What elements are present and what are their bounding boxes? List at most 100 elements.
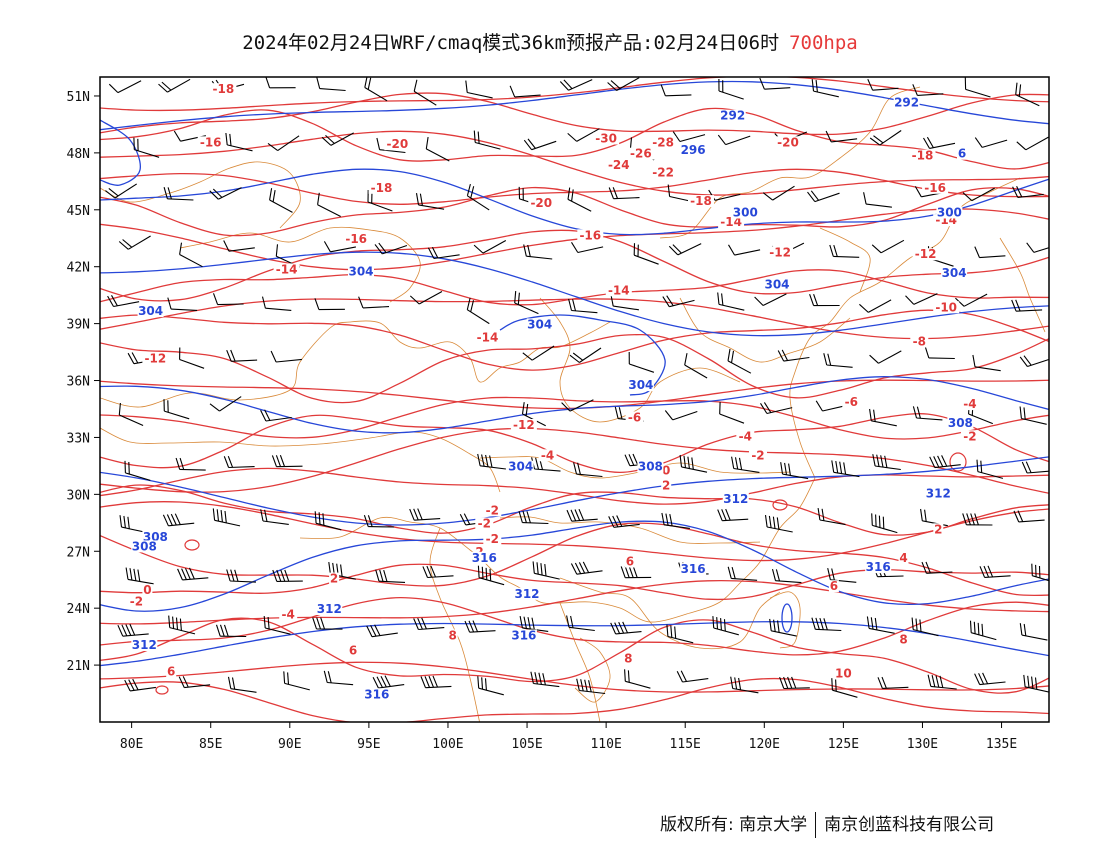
wind-barb-shaft (127, 578, 154, 585)
wind-barb-flag (716, 617, 719, 630)
temperature-closed-contour (772, 499, 788, 511)
y-tick-label: 24N (67, 602, 90, 617)
map-title: 2024年02月24日WRF/cmaq模式36km预报产品:02月24日06时 7… (0, 28, 1100, 55)
wind-barb-shaft (1024, 686, 1049, 693)
temperature-label-bg (593, 132, 620, 145)
wind-barb-flag (624, 454, 631, 466)
temperature-isotherm (100, 333, 1049, 404)
footer-left: 版权所有: 南京大学 (660, 815, 808, 835)
wind-barb-shaft (533, 682, 560, 688)
temperature-label-bg (384, 138, 411, 151)
wind-barb-flag (131, 352, 139, 364)
wind-barb-shaft (522, 522, 549, 525)
wind-barb-flag (1017, 510, 1024, 522)
wind-barb-shaft (265, 627, 291, 635)
plot-frame (99, 76, 1050, 723)
wind-barb-flag (610, 80, 621, 89)
temperature-label: -16 (924, 181, 946, 195)
height-label-bg (526, 318, 553, 331)
wind-barb-shaft (167, 78, 191, 93)
wind-barb-flag (937, 455, 944, 467)
wind-barb-shaft (616, 77, 640, 91)
wind-barb-flag (672, 131, 681, 142)
wind-barb-shaft (634, 254, 659, 265)
wind-barb-flag (209, 403, 220, 412)
wind-barb-flag (721, 509, 727, 521)
wind-barb-shaft (875, 465, 901, 471)
wind-barb-flag (680, 670, 687, 682)
temperature-isotherm (100, 563, 1049, 601)
wind-barb-flag (125, 567, 129, 580)
wind-barb-shaft (577, 246, 604, 254)
height-contour (100, 520, 1049, 612)
wind-barb-flag (683, 455, 687, 468)
height-label-bg (722, 492, 749, 505)
wind-barb-flag (316, 77, 321, 89)
height-closed-contour (781, 603, 793, 633)
temperature-label: -2 (486, 532, 499, 546)
height-label-bg (316, 603, 343, 615)
wind-barb-flag (375, 569, 380, 582)
temperature-label: -12 (513, 418, 535, 432)
wind-barb-flag (122, 239, 133, 248)
wind-barb-flag (267, 616, 270, 630)
wind-barb-flag (939, 675, 944, 688)
height-label: 312 (723, 492, 748, 506)
temperature-label: -6 (628, 410, 641, 424)
x-tick-label: 100E (432, 737, 463, 752)
wind-barb-flag (340, 564, 343, 577)
wind-barb-shaft (418, 204, 445, 210)
wind-barb-shaft (667, 635, 694, 644)
temperature-label: -2 (486, 503, 499, 517)
temperature-label: -10 (935, 300, 957, 314)
wind-barb-flag (316, 617, 322, 630)
temperature-label: -16 (345, 232, 367, 246)
wind-barb-shaft (684, 364, 708, 379)
wind-barb-flag (260, 409, 267, 422)
wind-barb-shaft (262, 520, 289, 525)
wind-barb-shaft (782, 473, 809, 480)
temperature-isotherm (100, 661, 1049, 693)
wind-barb-flag (980, 460, 983, 473)
wind-barb-flag (969, 620, 972, 633)
wind-barb-flag (481, 454, 485, 467)
wind-barb-flag (608, 516, 615, 528)
temperature-label-bg (912, 248, 939, 261)
wind-barb-shaft (814, 192, 840, 203)
wind-barb-flag (111, 295, 118, 307)
wind-barb-flag (426, 565, 433, 578)
temperature-label: -6 (845, 395, 858, 409)
temperature-isotherm (100, 208, 1049, 271)
height-label-bg (764, 278, 790, 291)
wind-barb-flag (409, 295, 420, 305)
wind-barb-shaft (130, 686, 156, 692)
x-tick-label: 105E (511, 737, 542, 752)
wind-barb-flag (422, 566, 429, 578)
wind-barb-shaft (265, 416, 292, 422)
height-label-bg (925, 487, 952, 500)
wind-barb-flag (843, 462, 847, 475)
wind-barb-flag (618, 621, 625, 634)
wind-barb-flag (270, 350, 277, 363)
temperature-label: 0 (143, 583, 151, 597)
temperature-label: 0 (662, 464, 670, 478)
wind-barb-flag (105, 190, 116, 199)
temperature-label-bg (605, 159, 632, 172)
height-label: 296 (681, 143, 706, 157)
y-tick-label: 51N (67, 90, 90, 105)
wind-barb-flag (327, 671, 332, 684)
wind-barb-flag (614, 622, 621, 634)
wind-barb-flag (472, 620, 479, 632)
wind-barb-flag (376, 137, 381, 150)
wind-barb-flag (372, 676, 379, 689)
wind-barb-flag (184, 568, 191, 580)
wind-barb-flag (124, 679, 131, 692)
wind-barb-shaft (379, 149, 406, 154)
wind-barb-shaft (231, 359, 258, 362)
wind-barb-shaft (117, 80, 142, 94)
x-tick-label: 90E (278, 737, 301, 752)
wind-barb-flag (819, 617, 824, 630)
wind-barb-flag (628, 566, 634, 578)
wind-barb-flag (966, 513, 971, 525)
boundary-line (179, 226, 421, 303)
